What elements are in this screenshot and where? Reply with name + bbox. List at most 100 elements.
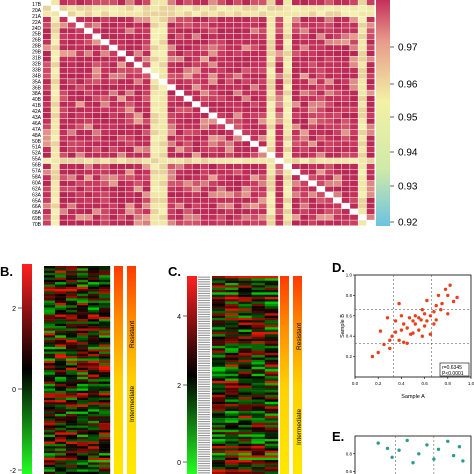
heatmap-cell	[84, 11, 93, 17]
heatmap-cell	[150, 101, 159, 107]
heatmap-cell	[126, 124, 134, 130]
heatmap-cell	[142, 169, 151, 175]
heatmap-cell	[350, 107, 358, 113]
expression-colorbar-c	[187, 276, 197, 474]
heatmap-cell	[184, 129, 192, 136]
heatmap-cell	[134, 175, 143, 181]
expression-cell	[77, 441, 89, 445]
heatmap-cell	[200, 96, 209, 102]
expression-cell	[55, 314, 67, 318]
expression-cell	[44, 370, 56, 373]
x-tick-label: 1.0	[468, 381, 474, 386]
row-label-mark	[198, 455, 210, 458]
heatmap-cell	[51, 45, 60, 51]
heatmap-cell	[250, 163, 259, 169]
heatmap-cell	[159, 96, 167, 102]
expression-cell	[238, 462, 252, 465]
heatmap-cell	[316, 16, 325, 23]
heatmap-cell	[76, 16, 84, 23]
heatmap-cell	[142, 152, 151, 158]
expression-cell	[225, 324, 239, 328]
heatmap-cell	[92, 79, 101, 85]
heatmap-cell	[233, 175, 242, 181]
expression-cell	[264, 364, 279, 368]
heatmap-cell	[150, 28, 159, 34]
expression-cell	[212, 406, 226, 409]
heatmap-row-label: 69B	[32, 216, 42, 222]
heatmap-cell	[358, 67, 367, 73]
heatmap-cell	[192, 209, 201, 215]
heatmap-cell	[167, 113, 176, 119]
row-label-mark	[198, 388, 210, 390]
expression-cell	[99, 388, 111, 391]
expression-cell	[77, 296, 89, 299]
row-label-mark	[198, 430, 210, 432]
expression-cell	[212, 303, 226, 307]
heatmap-cell	[159, 107, 167, 113]
heatmap-cell	[333, 186, 342, 192]
heatmap-cell	[134, 5, 143, 11]
expression-cell	[238, 294, 252, 298]
expression-cell	[225, 448, 239, 451]
heatmap-cell	[142, 11, 151, 17]
heatmap-cell	[209, 33, 217, 40]
heatmap-cell	[92, 0, 101, 6]
heatmap-cell	[150, 73, 159, 79]
heatmap-cell	[167, 45, 176, 51]
heatmap-cell	[233, 62, 242, 68]
expression-cell	[238, 436, 252, 440]
heatmap-cell	[134, 11, 143, 17]
row-label-mark	[198, 362, 210, 364]
heatmap-cell	[84, 175, 93, 181]
heatmap-cell	[225, 209, 234, 215]
resistant-label-b: Resistant	[129, 321, 136, 348]
expression-cell	[88, 402, 100, 405]
expression-cell	[88, 275, 100, 278]
expression-cell	[88, 386, 100, 389]
heatmap-cell	[184, 5, 192, 11]
heatmap-cell	[283, 5, 292, 11]
row-label-mark	[198, 393, 210, 395]
heatmap-cell	[250, 56, 259, 62]
heatmap-row-label: 55A	[32, 157, 42, 163]
heatmap-cell	[258, 79, 267, 85]
expression-cell	[212, 308, 226, 312]
heatmap-cell	[134, 158, 143, 164]
expression-cell	[66, 358, 78, 361]
heatmap-cell	[159, 163, 167, 169]
expression-cell	[238, 359, 252, 363]
heatmap-cell	[225, 28, 234, 34]
heatmap-cell	[333, 56, 342, 62]
expression-cell	[66, 427, 78, 431]
heatmap-cell	[134, 169, 143, 175]
expression-cell	[264, 343, 279, 347]
heatmap-cell	[209, 90, 217, 96]
heatmap-cell	[84, 45, 93, 51]
expression-cell	[44, 344, 56, 348]
expression-cell	[212, 324, 226, 328]
heatmap-cell	[258, 146, 267, 153]
heatmap-cell	[308, 90, 317, 96]
heatmap-cell	[109, 56, 118, 62]
scatter-point	[417, 452, 421, 456]
expression-cell	[264, 313, 279, 316]
expression-cell	[77, 457, 89, 461]
expression-cell	[238, 401, 252, 405]
expression-cell	[66, 291, 78, 294]
y-tick-label: 0.4	[346, 334, 353, 339]
stats-p: P<0.0001	[442, 371, 464, 377]
expression-cell	[264, 292, 279, 295]
expression-cell	[238, 406, 252, 409]
heatmap-cell	[142, 84, 151, 90]
heatmap-cell	[292, 11, 300, 17]
expression-cell	[212, 334, 226, 337]
expression-cell	[44, 404, 56, 408]
heatmap-cell	[233, 192, 242, 198]
expression-cell	[88, 291, 100, 294]
heatmap-cell	[300, 192, 309, 198]
expression-cell	[77, 379, 89, 382]
heatmap-cell	[242, 33, 250, 40]
heatmap-cell	[341, 129, 350, 136]
heatmap-cell	[209, 101, 217, 107]
heatmap-cell	[217, 118, 226, 124]
